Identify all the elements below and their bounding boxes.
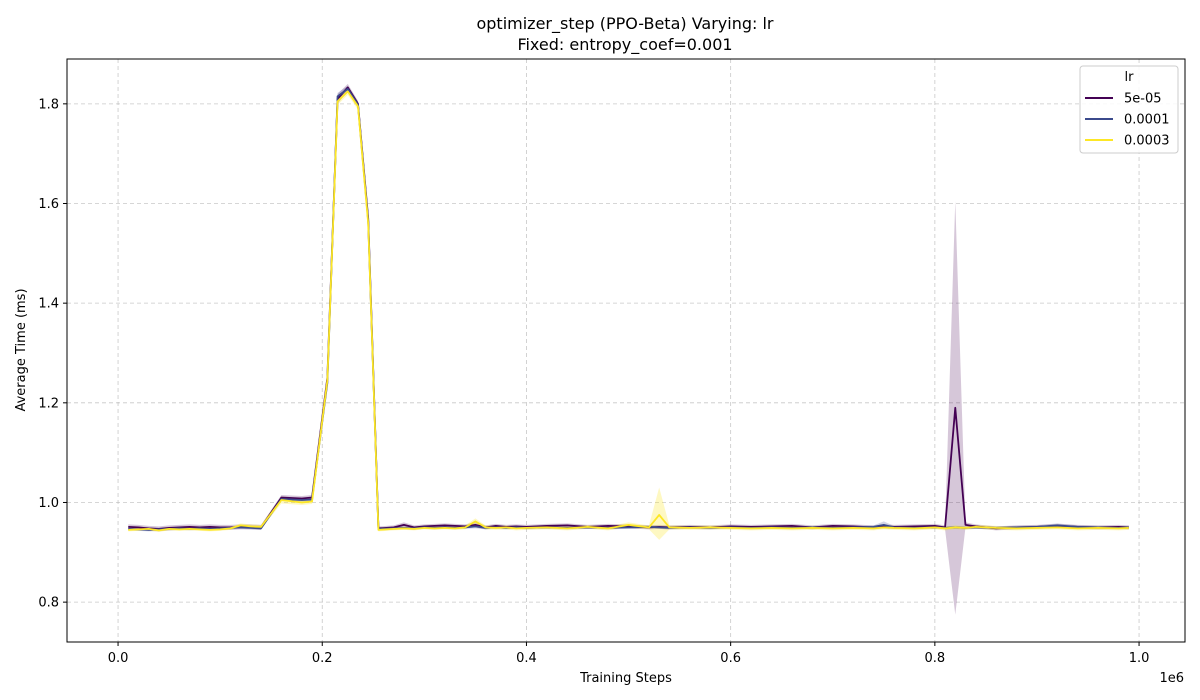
series-line-2 (128, 90, 1129, 532)
y-tick-label: 1.8 (38, 97, 59, 112)
x-tick-label: 0.2 (312, 651, 333, 666)
legend-label-1: 0.0001 (1124, 113, 1170, 128)
legend: lr 5e-05 0.0001 0.0003 (1079, 65, 1179, 154)
y-tick-label: 1.0 (38, 496, 59, 511)
x-tick-label: 0.8 (925, 651, 946, 666)
chart-title-line2: Fixed: entropy_coef=0.001 (517, 35, 732, 55)
y-axis-label: Average Time (ms) (14, 288, 29, 411)
x-tick-label: 0.0 (108, 651, 129, 666)
legend-label-2: 0.0003 (1124, 134, 1170, 149)
x-tick-label: 1.0 (1129, 651, 1150, 666)
y-tick-label: 1.4 (38, 297, 59, 312)
y-tick-label: 1.6 (38, 197, 59, 212)
x-tick-label: 0.4 (516, 651, 537, 666)
x-axis-ticks: 0.0 0.2 0.4 0.6 0.8 1.0 (108, 642, 1150, 666)
y-tick-label: 0.8 (38, 596, 59, 611)
legend-box (1079, 65, 1179, 154)
y-tick-label: 1.2 (38, 396, 59, 411)
legend-label-0: 5e-05 (1124, 92, 1162, 107)
y-axis-ticks: 0.8 1.0 1.2 1.4 1.6 1.8 (38, 97, 67, 611)
chart-title-line1: optimizer_step (PPO-Beta) Varying: lr (476, 14, 773, 34)
series-lines (128, 86, 1129, 532)
legend-entries: 5e-05 0.0001 0.0003 (1085, 92, 1170, 149)
x-tick-label: 0.6 (720, 651, 741, 666)
legend-title: lr (1125, 70, 1135, 85)
x-axis-offset-label: 1e6 (1159, 671, 1184, 686)
grid (67, 59, 1185, 642)
x-axis-label: Training Steps (579, 671, 672, 686)
plot-frame (66, 58, 1186, 643)
